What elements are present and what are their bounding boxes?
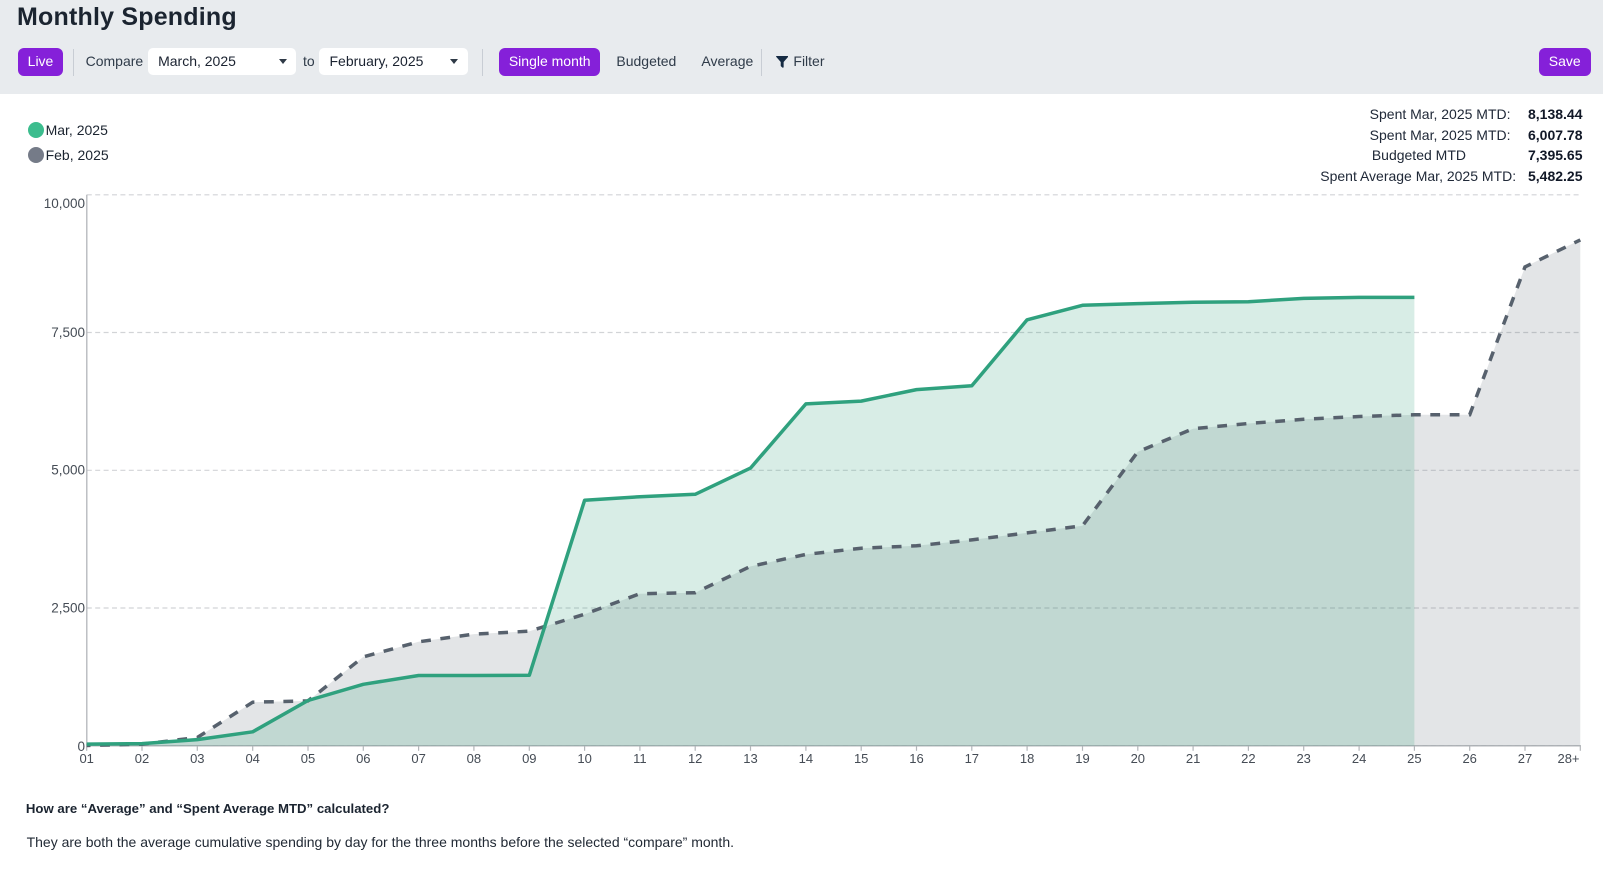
svg-text:14: 14 (799, 751, 813, 766)
svg-text:03: 03 (190, 751, 204, 766)
svg-text:18: 18 (1020, 751, 1034, 766)
svg-text:05: 05 (301, 751, 315, 766)
svg-text:0: 0 (77, 739, 85, 754)
svg-text:23: 23 (1296, 751, 1310, 766)
svg-text:20: 20 (1131, 751, 1145, 766)
svg-text:04: 04 (245, 751, 259, 766)
svg-text:2,500: 2,500 (51, 601, 85, 616)
svg-text:11: 11 (633, 751, 647, 766)
svg-text:25: 25 (1407, 751, 1421, 766)
svg-text:15: 15 (854, 751, 868, 766)
svg-text:22: 22 (1241, 751, 1255, 766)
svg-text:02: 02 (135, 751, 149, 766)
svg-text:28+: 28+ (1557, 751, 1579, 766)
svg-text:13: 13 (743, 751, 757, 766)
svg-text:16: 16 (909, 751, 923, 766)
svg-text:09: 09 (522, 751, 536, 766)
svg-text:7,500: 7,500 (51, 325, 85, 340)
svg-text:07: 07 (411, 751, 425, 766)
svg-text:10,000: 10,000 (44, 196, 85, 211)
svg-text:19: 19 (1075, 751, 1089, 766)
svg-text:17: 17 (965, 751, 979, 766)
svg-text:27: 27 (1518, 751, 1532, 766)
svg-text:10: 10 (577, 751, 591, 766)
svg-text:5,000: 5,000 (51, 463, 85, 478)
svg-text:21: 21 (1186, 751, 1200, 766)
svg-text:24: 24 (1352, 751, 1366, 766)
svg-text:01: 01 (79, 751, 93, 766)
svg-text:08: 08 (467, 751, 481, 766)
svg-text:06: 06 (356, 751, 370, 766)
svg-text:26: 26 (1462, 751, 1476, 766)
svg-text:12: 12 (688, 751, 702, 766)
